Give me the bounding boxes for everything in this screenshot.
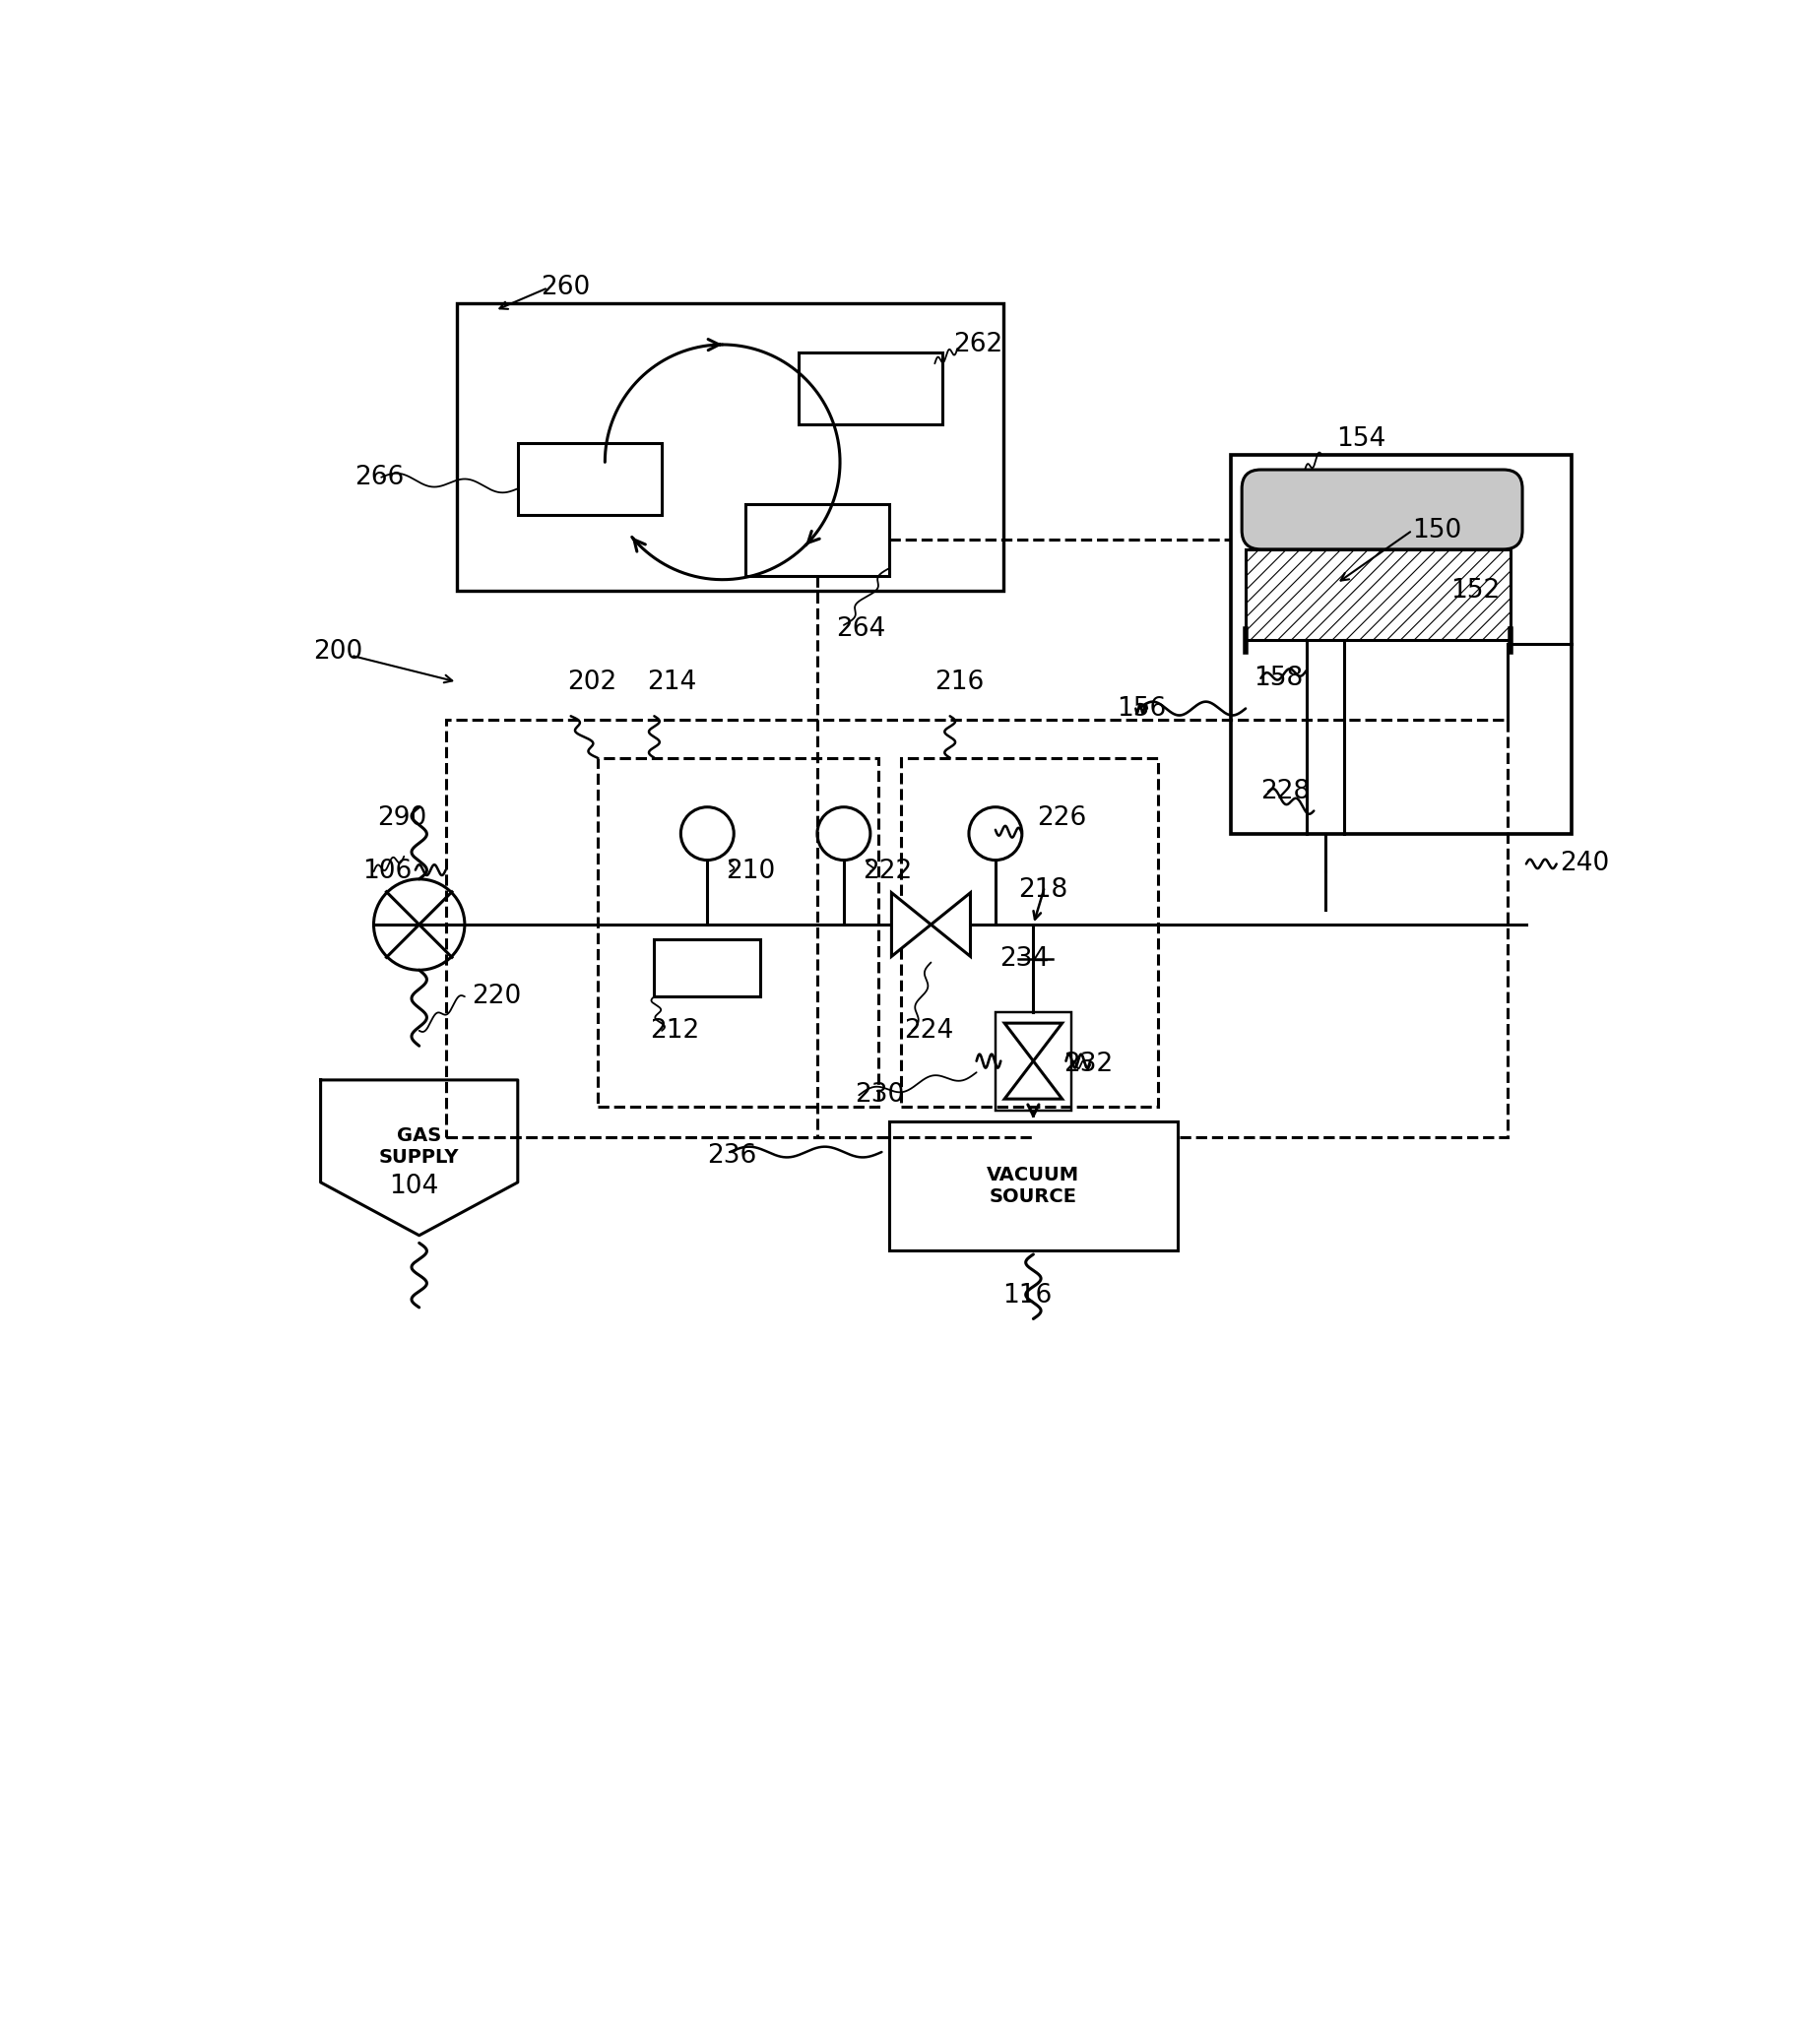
Text: 214: 214 [647, 668, 697, 695]
Polygon shape [1005, 1024, 1063, 1061]
Polygon shape [931, 893, 971, 957]
Bar [798, 352, 942, 425]
Bar [1246, 550, 1511, 640]
Bar [996, 1012, 1072, 1110]
Text: 234: 234 [1000, 946, 1048, 971]
Bar [900, 758, 1158, 1106]
Text: 156: 156 [1117, 695, 1167, 722]
Polygon shape [891, 893, 931, 957]
Text: 262: 262 [955, 331, 1003, 358]
Text: 200: 200 [313, 640, 362, 664]
Text: 236: 236 [708, 1143, 756, 1169]
Text: 230: 230 [855, 1083, 904, 1108]
Bar [598, 758, 877, 1106]
Text: 220: 220 [472, 983, 522, 1010]
Text: 260: 260 [540, 276, 591, 300]
Text: 212: 212 [650, 1018, 701, 1044]
Text: 104: 104 [389, 1173, 438, 1200]
Text: 216: 216 [935, 668, 983, 695]
Text: GAS
SUPPLY: GAS SUPPLY [378, 1126, 459, 1167]
Text: 116: 116 [1003, 1284, 1052, 1308]
Text: 152: 152 [1450, 578, 1500, 603]
Bar [654, 940, 760, 997]
Polygon shape [1005, 1061, 1063, 1100]
Text: 290: 290 [378, 805, 427, 832]
Text: 222: 222 [863, 858, 913, 885]
Text: 232: 232 [1064, 1053, 1113, 1077]
Text: 266: 266 [355, 464, 403, 491]
Text: 218: 218 [1018, 877, 1068, 903]
Text: 154: 154 [1336, 427, 1387, 452]
Text: VACUUM
SOURCE: VACUUM SOURCE [987, 1165, 1079, 1206]
Bar [457, 303, 1003, 591]
Text: 226: 226 [1037, 805, 1086, 832]
Bar [1230, 454, 1572, 834]
Bar [746, 503, 890, 576]
Text: 210: 210 [726, 858, 776, 885]
Bar [890, 1122, 1178, 1251]
Text: 106: 106 [362, 858, 412, 885]
Text: 264: 264 [836, 615, 886, 642]
Bar [517, 444, 661, 515]
Text: 150: 150 [1412, 517, 1462, 544]
Text: 240: 240 [1560, 850, 1610, 877]
Text: 224: 224 [904, 1018, 955, 1044]
Text: 202: 202 [567, 668, 616, 695]
Text: 158: 158 [1253, 666, 1302, 691]
Bar [445, 719, 1507, 1136]
Text: 228: 228 [1261, 779, 1311, 805]
FancyBboxPatch shape [1243, 470, 1522, 550]
